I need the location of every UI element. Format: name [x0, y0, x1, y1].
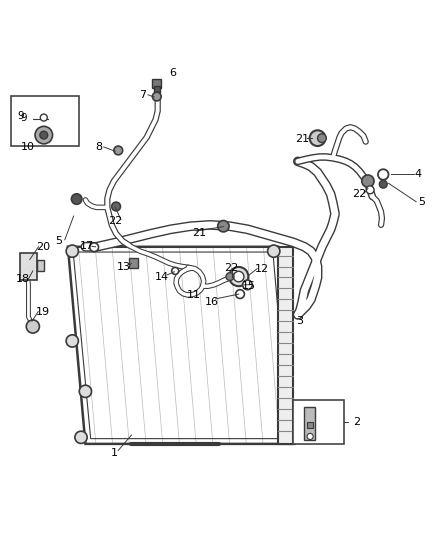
- Bar: [152, 79, 161, 88]
- Circle shape: [229, 267, 248, 286]
- Polygon shape: [278, 247, 293, 444]
- Circle shape: [243, 280, 252, 290]
- Text: 12: 12: [255, 264, 269, 273]
- Text: 9: 9: [21, 112, 28, 123]
- Circle shape: [75, 431, 87, 443]
- Bar: [154, 86, 160, 92]
- Text: 7: 7: [139, 90, 146, 100]
- Circle shape: [307, 433, 313, 440]
- Bar: [20, 253, 37, 280]
- Circle shape: [40, 114, 47, 121]
- Circle shape: [362, 175, 374, 187]
- Text: 5: 5: [418, 197, 425, 207]
- Text: 8: 8: [95, 142, 102, 152]
- Circle shape: [236, 290, 244, 298]
- Circle shape: [233, 271, 244, 282]
- Circle shape: [114, 146, 123, 155]
- Circle shape: [366, 186, 374, 194]
- Circle shape: [71, 194, 82, 204]
- Text: 18: 18: [16, 274, 30, 284]
- Text: 17: 17: [80, 241, 94, 252]
- Circle shape: [26, 320, 39, 333]
- Text: 14: 14: [155, 272, 169, 282]
- Circle shape: [35, 126, 53, 144]
- Text: 5: 5: [56, 236, 63, 246]
- Text: 9: 9: [18, 111, 25, 122]
- Circle shape: [172, 268, 179, 274]
- Bar: [304, 407, 315, 440]
- Circle shape: [226, 273, 234, 280]
- Circle shape: [66, 245, 78, 257]
- Circle shape: [90, 243, 99, 252]
- Circle shape: [152, 92, 161, 101]
- Text: 22: 22: [352, 189, 366, 199]
- Text: 1: 1: [110, 448, 117, 458]
- Circle shape: [378, 169, 389, 180]
- Circle shape: [379, 180, 387, 188]
- Circle shape: [310, 130, 325, 146]
- Bar: [11, 96, 79, 146]
- Text: 21: 21: [192, 228, 206, 238]
- Circle shape: [112, 202, 120, 211]
- Text: 13: 13: [117, 262, 131, 271]
- Text: 15: 15: [242, 281, 256, 291]
- Bar: [37, 260, 44, 271]
- Text: 20: 20: [36, 242, 50, 252]
- Circle shape: [318, 134, 326, 142]
- Circle shape: [66, 335, 78, 347]
- Text: 11: 11: [187, 290, 201, 300]
- Text: 22: 22: [108, 216, 122, 226]
- Text: 4: 4: [415, 168, 422, 179]
- Text: 3: 3: [297, 316, 304, 326]
- Text: 19: 19: [35, 306, 49, 317]
- Bar: [307, 423, 313, 427]
- Text: 2: 2: [353, 417, 360, 427]
- Circle shape: [40, 131, 48, 139]
- Text: 16: 16: [205, 296, 219, 306]
- Text: 21: 21: [295, 134, 309, 144]
- Text: 10: 10: [21, 142, 35, 152]
- Circle shape: [79, 385, 92, 398]
- Bar: [293, 400, 344, 444]
- Text: 22: 22: [224, 263, 238, 273]
- Bar: [129, 258, 138, 268]
- Circle shape: [268, 245, 280, 257]
- Circle shape: [218, 221, 229, 232]
- Text: 6: 6: [170, 68, 177, 78]
